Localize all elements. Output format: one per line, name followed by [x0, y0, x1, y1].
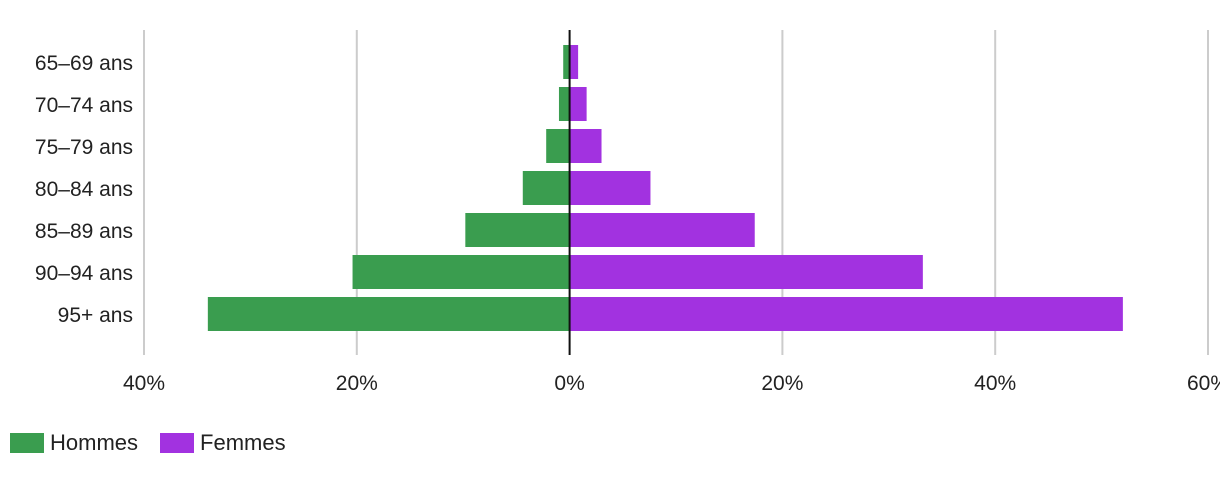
y-category-label: 80–84 ans — [35, 178, 133, 201]
x-tick-label: 20% — [336, 372, 378, 395]
y-category-label: 70–74 ans — [35, 94, 133, 117]
bar-femmes[interactable] — [569, 213, 755, 247]
bar-femmes[interactable] — [569, 129, 602, 163]
x-axis-labels: 40% 20% 0% 20% 40% 60% — [123, 372, 1220, 395]
legend-swatch-hommes — [10, 433, 44, 453]
x-tick-label: 20% — [761, 372, 803, 395]
bar-femmes[interactable] — [569, 255, 923, 289]
x-tick-label: 0% — [554, 372, 584, 395]
bar-hommes[interactable] — [546, 129, 570, 163]
bar-hommes[interactable] — [522, 171, 570, 205]
bar-femmes[interactable] — [569, 171, 651, 205]
legend: Hommes Femmes — [10, 430, 286, 456]
x-tick-label: 40% — [123, 372, 165, 395]
bar-femmes[interactable] — [569, 297, 1123, 331]
bar-femmes[interactable] — [569, 45, 579, 79]
chart-svg: 65–69 ans 70–74 ans 75–79 ans 80–84 ans 85–8… — [35, 30, 1220, 395]
legend-item-hommes[interactable]: Hommes — [10, 430, 138, 456]
bar-hommes[interactable] — [352, 255, 570, 289]
y-axis-labels: 65–69 ans 70–74 ans 75–79 ans 80–84 ans 85–8… — [35, 52, 133, 327]
y-category-label: 65–69 ans — [35, 52, 133, 75]
x-tick-label: 60% — [1187, 372, 1220, 395]
bar-femmes[interactable] — [569, 87, 587, 121]
y-category-label: 85–89 ans — [35, 220, 133, 243]
legend-label-hommes: Hommes — [50, 430, 139, 455]
legend-item-femmes[interactable]: Femmes — [160, 430, 286, 456]
bar-hommes[interactable] — [207, 297, 570, 331]
bar-hommes[interactable] — [465, 213, 570, 247]
y-category-label: 95+ ans — [58, 304, 133, 327]
legend-swatch-femmes — [160, 433, 195, 453]
x-tick-label: 40% — [974, 372, 1016, 395]
y-category-label: 75–79 ans — [35, 136, 133, 159]
bar-hommes[interactable] — [563, 45, 570, 79]
legend-label-femmes: Femmes — [200, 430, 286, 455]
bar-hommes[interactable] — [558, 87, 570, 121]
bars — [207, 45, 1123, 331]
y-category-label: 90–94 ans — [35, 262, 133, 285]
